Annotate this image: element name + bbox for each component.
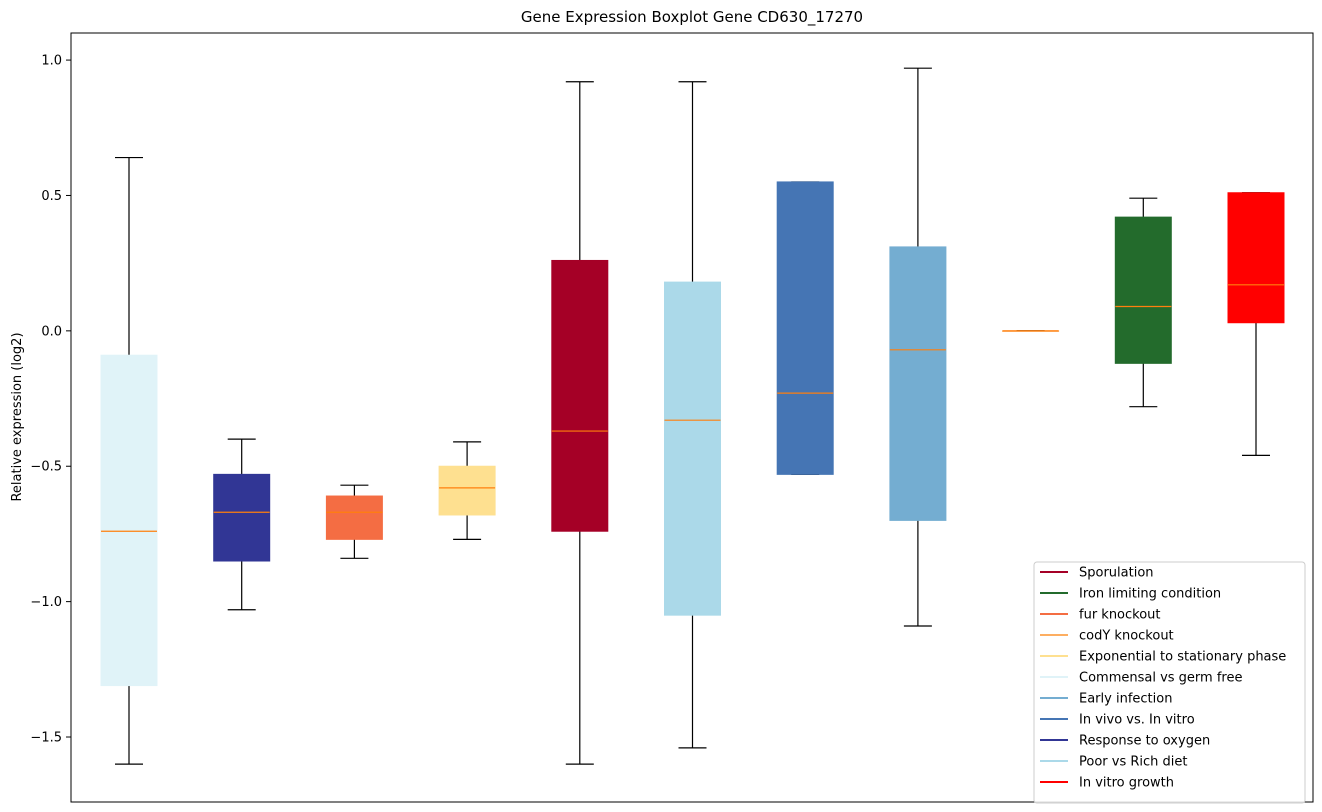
legend-label: In vivo vs. In vitro xyxy=(1079,713,1195,728)
box-group xyxy=(100,156,158,765)
box xyxy=(1227,192,1285,324)
box-group xyxy=(1114,197,1172,408)
legend-label: Response to oxygen xyxy=(1079,734,1210,749)
legend-label: In vitro growth xyxy=(1079,776,1174,791)
legend-label: Commensal vs germ free xyxy=(1079,671,1242,686)
y-axis-label: Relative expression (log2) xyxy=(10,332,25,501)
box xyxy=(551,259,609,532)
y-tick-label: 0.5 xyxy=(41,189,62,204)
box-group xyxy=(551,81,609,765)
box xyxy=(776,181,834,475)
y-tick-label: −0.5 xyxy=(30,460,62,475)
box-group xyxy=(776,181,834,475)
y-tick-label: −1.0 xyxy=(30,595,62,610)
legend-label: Sporulation xyxy=(1079,566,1154,581)
legend-label: codY knockout xyxy=(1079,629,1174,644)
box-group xyxy=(1227,192,1285,457)
box-group xyxy=(213,438,271,611)
legend-label: Early infection xyxy=(1079,692,1172,707)
box-group xyxy=(889,67,947,627)
box-group xyxy=(325,484,383,559)
chart-title: Gene Expression Boxplot Gene CD630_17270 xyxy=(521,8,863,27)
box xyxy=(1114,216,1172,364)
y-axis: 1.0 0.5 0.0 −0.5 −1.0 −1.5 xyxy=(30,54,71,746)
box-group xyxy=(1002,330,1060,332)
plot-frame xyxy=(70,32,1314,803)
boxes-layer xyxy=(100,67,1285,765)
box xyxy=(325,495,383,540)
box xyxy=(889,246,947,521)
box-group xyxy=(438,441,496,540)
legend-label: fur knockout xyxy=(1079,608,1161,623)
legend-label: Iron limiting condition xyxy=(1079,587,1221,602)
box xyxy=(664,281,721,616)
legend-box xyxy=(1033,561,1306,804)
legend: Sporulation Iron limiting condition fur kn… xyxy=(1033,561,1306,804)
box xyxy=(100,354,158,687)
y-tick-label: 0.0 xyxy=(41,324,62,339)
box-group xyxy=(664,81,721,749)
y-tick-label: −1.5 xyxy=(30,731,62,746)
legend-label: Exponential to stationary phase xyxy=(1079,650,1286,665)
legend-label: Poor vs Rich diet xyxy=(1079,755,1187,770)
box xyxy=(438,465,496,516)
box xyxy=(213,473,271,562)
y-tick-label: 1.0 xyxy=(41,54,62,69)
